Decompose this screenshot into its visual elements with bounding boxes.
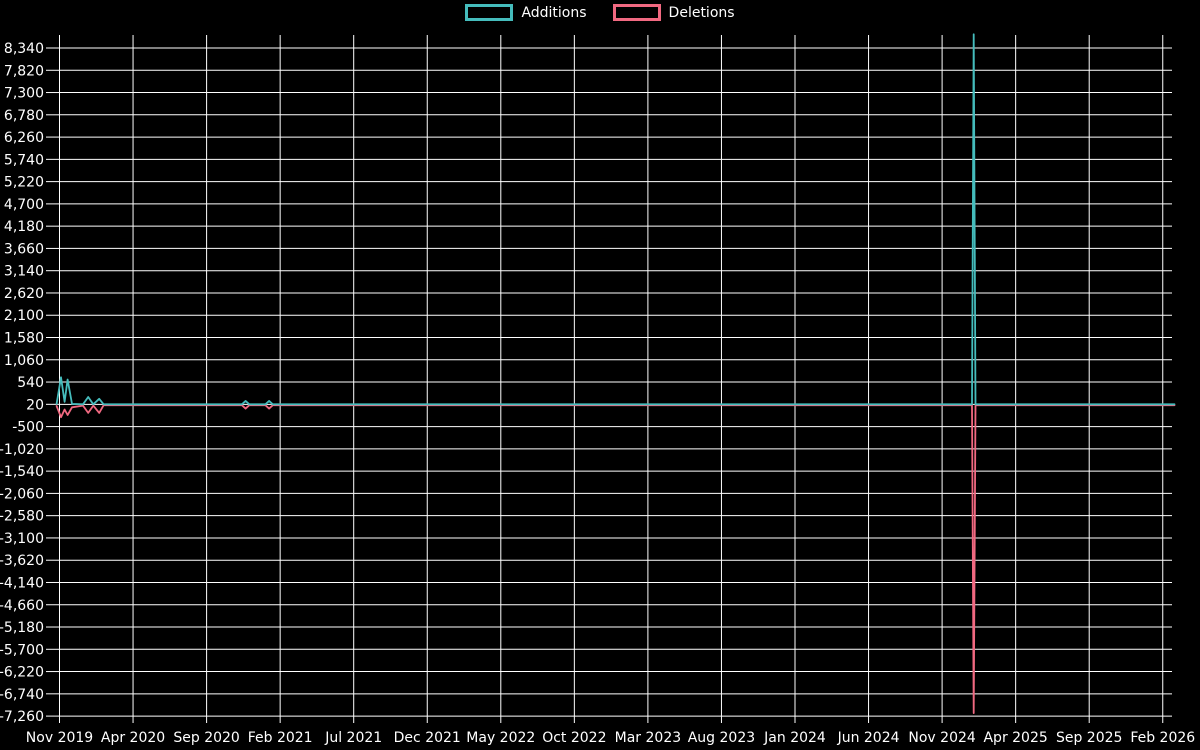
svg-text:4,180: 4,180 bbox=[4, 219, 44, 235]
svg-text:Jul 2021: Jul 2021 bbox=[324, 730, 382, 746]
svg-text:2,620: 2,620 bbox=[4, 286, 44, 302]
svg-text:3,140: 3,140 bbox=[4, 264, 44, 280]
svg-text:-5,180: -5,180 bbox=[0, 620, 44, 636]
x-axis-labels: Nov 2019 Apr 2020 Sep 2020 Feb 2021 Jul 2021… bbox=[26, 730, 1195, 746]
svg-text:Apr 2020: Apr 2020 bbox=[101, 730, 165, 746]
svg-text:Jun 2024: Jun 2024 bbox=[837, 730, 900, 746]
additions-swatch-icon bbox=[465, 4, 514, 21]
svg-text:-2,060: -2,060 bbox=[0, 486, 44, 502]
svg-text:Mar 2023: Mar 2023 bbox=[615, 730, 682, 746]
svg-text:Sep 2020: Sep 2020 bbox=[173, 730, 239, 746]
svg-text:1,580: 1,580 bbox=[4, 331, 44, 347]
svg-text:-3,620: -3,620 bbox=[0, 553, 44, 569]
y-axis-labels: 8,340 7,820 7,300 6,780 6,260 5,740 5,220 4,700… bbox=[0, 41, 44, 725]
additions-line bbox=[55, 33, 1176, 406]
svg-text:Jan 2024: Jan 2024 bbox=[763, 730, 826, 746]
svg-text:-4,660: -4,660 bbox=[0, 598, 44, 614]
svg-text:3,660: 3,660 bbox=[4, 241, 44, 257]
svg-text:5,740: 5,740 bbox=[4, 152, 44, 168]
svg-text:-500: -500 bbox=[12, 420, 44, 436]
svg-text:7,300: 7,300 bbox=[4, 86, 44, 102]
svg-text:Sep 2025: Sep 2025 bbox=[1056, 730, 1122, 746]
svg-text:Nov 2019: Nov 2019 bbox=[26, 730, 93, 746]
svg-text:7,820: 7,820 bbox=[4, 63, 44, 79]
svg-text:-5,700: -5,700 bbox=[0, 642, 44, 658]
svg-text:-2,580: -2,580 bbox=[0, 509, 44, 525]
svg-text:May 2022: May 2022 bbox=[466, 730, 535, 746]
svg-text:Apr 2025: Apr 2025 bbox=[983, 730, 1047, 746]
svg-text:6,260: 6,260 bbox=[4, 130, 44, 146]
svg-text:1,060: 1,060 bbox=[4, 353, 44, 369]
svg-text:Feb 2026: Feb 2026 bbox=[1130, 730, 1195, 746]
svg-text:-6,740: -6,740 bbox=[0, 687, 44, 703]
svg-text:4,700: 4,700 bbox=[4, 197, 44, 213]
svg-text:Aug 2023: Aug 2023 bbox=[688, 730, 755, 746]
svg-text:540: 540 bbox=[17, 375, 44, 391]
deletions-swatch-icon bbox=[612, 4, 661, 21]
svg-text:5,220: 5,220 bbox=[4, 175, 44, 191]
svg-text:Nov 2024: Nov 2024 bbox=[908, 730, 975, 746]
svg-text:-7,260: -7,260 bbox=[0, 709, 44, 725]
gridlines bbox=[46, 35, 1172, 723]
legend-label-deletions: Deletions bbox=[668, 4, 735, 21]
svg-text:20: 20 bbox=[26, 397, 44, 413]
chart-legend: Additions Deletions bbox=[0, 4, 1200, 21]
svg-text:Oct 2022: Oct 2022 bbox=[542, 730, 606, 746]
svg-text:2,100: 2,100 bbox=[4, 308, 44, 324]
svg-text:-1,540: -1,540 bbox=[0, 464, 44, 480]
legend-label-additions: Additions bbox=[521, 4, 587, 21]
svg-text:-3,100: -3,100 bbox=[0, 531, 44, 547]
svg-text:-6,220: -6,220 bbox=[0, 665, 44, 681]
svg-text:Feb 2021: Feb 2021 bbox=[248, 730, 313, 746]
legend-item-additions: Additions bbox=[465, 4, 587, 21]
svg-text:-4,140: -4,140 bbox=[0, 575, 44, 591]
deletions-line bbox=[55, 404, 1176, 714]
svg-text:6,780: 6,780 bbox=[4, 108, 44, 124]
legend-item-deletions: Deletions bbox=[612, 4, 735, 21]
svg-text:-1,020: -1,020 bbox=[0, 442, 44, 458]
svg-text:8,340: 8,340 bbox=[4, 41, 44, 57]
svg-text:Dec 2021: Dec 2021 bbox=[394, 730, 461, 746]
